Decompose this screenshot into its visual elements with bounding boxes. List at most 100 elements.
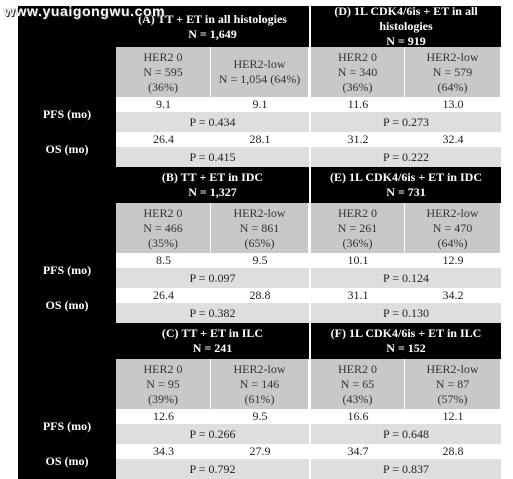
- os-value: 31.1: [309, 288, 405, 303]
- group-n: N = 65: [340, 376, 375, 391]
- group-n: N = 1,054 (64%): [218, 72, 301, 86]
- group-pct: (64%): [437, 79, 468, 94]
- group-pct: (36%): [342, 79, 373, 94]
- group-n: N = 861: [239, 220, 280, 235]
- os-value: 28.8: [405, 444, 501, 459]
- group-pct: (43%): [342, 391, 373, 406]
- group-label: HER2-low: [233, 205, 286, 220]
- section-e-header: (E) 1L CDK4/6is + ET in IDC N = 731: [309, 167, 501, 203]
- os-value: 28.8: [211, 288, 309, 303]
- pfs-value: 12.1: [405, 409, 501, 424]
- group-n: N = 470: [432, 220, 473, 235]
- section-e-n: N = 731: [386, 185, 426, 199]
- pfs-p-value: P = 0.266: [116, 424, 309, 444]
- section-b-header: (B) TT + ET in IDC N = 1,327: [116, 167, 309, 203]
- section-c-her2-0: HER2 0 N = 95 (39%): [116, 359, 211, 409]
- group-label: HER2-low: [233, 57, 286, 71]
- section-a-title: (A) TT + ET in all histologies: [138, 11, 287, 26]
- pfs-p-value: P = 0.434: [116, 112, 309, 132]
- os-value: 34.3: [116, 444, 211, 459]
- group-pct: (35%): [148, 235, 178, 250]
- group-label: HER2 0: [143, 49, 183, 64]
- group-label: HER2 0: [143, 361, 183, 376]
- os-p-value: P = 0.382: [116, 303, 309, 323]
- group-pct: (36%): [342, 235, 373, 250]
- section-c-title: (C) TT + ET in ILC: [161, 326, 264, 340]
- group-n: N = 595: [143, 64, 183, 79]
- os-p-value: P = 0.415: [116, 147, 309, 167]
- group-label: HER2 0: [143, 205, 183, 220]
- pfs-value: 8.5: [116, 253, 211, 268]
- group-pct: (36%): [148, 79, 178, 94]
- section-a-header: (A) TT + ET in all histologies N = 1,649: [116, 6, 309, 47]
- os-p-value: P = 0.130: [309, 303, 501, 323]
- group-n: N = 340: [337, 64, 378, 79]
- pfs-value: 13.0: [405, 97, 501, 112]
- section-b-title: (B) TT + ET in IDC: [161, 170, 264, 184]
- pfs-value: 12.6: [116, 409, 211, 424]
- section-a-her2-low: HER2-low N = 1,054 (64%): [211, 47, 309, 97]
- os-value: 34.2: [405, 288, 501, 303]
- group-label: HER2-low: [426, 49, 479, 64]
- group-label: HER2-low: [233, 361, 286, 376]
- section-d-her2-0: HER2 0 N = 340 (36%): [309, 47, 405, 97]
- group-pct: (64%): [437, 235, 468, 250]
- section-a-n: N = 1,649: [188, 26, 237, 41]
- pfs-value: 10.1: [309, 253, 405, 268]
- group-n: N = 87: [435, 376, 470, 391]
- section-d-n: N = 919: [386, 34, 426, 48]
- watermark-text: www.yuaigongwu.com: [4, 3, 166, 19]
- section-d-her2-low: HER2-low N = 579 (64%): [405, 47, 501, 97]
- section-d-header: (D) 1L CDK4/6is + ET in all histologies …: [309, 4, 501, 48]
- corner-cell: [18, 6, 116, 97]
- row-label-pfs: PFS (mo): [18, 409, 116, 444]
- group-n: N = 146: [239, 376, 280, 391]
- os-value: 26.4: [116, 132, 211, 147]
- pfs-p-value: P = 0.273: [309, 112, 501, 132]
- row-label-pfs: PFS (mo): [18, 97, 116, 132]
- os-value: 32.4: [405, 132, 501, 147]
- section-b-her2-0: HER2 0 N = 466 (35%): [116, 203, 211, 253]
- section-f-header: (F) 1L CDK4/6is + ET in ILC N = 152: [309, 323, 501, 359]
- group-pct: (39%): [148, 391, 178, 406]
- section-f-title: (F) 1L CDK4/6is + ET in ILC: [330, 326, 482, 340]
- os-p-value: P = 0.837: [309, 459, 501, 479]
- corner-cell: [18, 167, 116, 253]
- os-value: 26.4: [116, 288, 211, 303]
- pfs-value: 11.6: [309, 97, 405, 112]
- os-p-value: P = 0.792: [116, 459, 309, 479]
- group-pct: (61%): [244, 391, 275, 406]
- pfs-p-value: P = 0.648: [309, 424, 501, 444]
- os-value: 27.9: [211, 444, 309, 459]
- section-f-her2-low: HER2-low N = 87 (57%): [405, 359, 501, 409]
- pfs-value: 12.9: [405, 253, 501, 268]
- pfs-value: 9.5: [211, 409, 309, 424]
- os-value: 28.1: [211, 132, 309, 147]
- row-label-os: OS (mo): [18, 132, 116, 167]
- group-label: HER2 0: [338, 205, 377, 220]
- group-n: N = 466: [143, 220, 183, 235]
- group-label: HER2-low: [426, 361, 479, 376]
- pfs-value: 9.5: [211, 253, 309, 268]
- group-label: HER2 0: [338, 49, 377, 64]
- section-f-her2-0: HER2 0 N = 65 (43%): [309, 359, 405, 409]
- row-label-os: OS (mo): [18, 288, 116, 323]
- section-f-n: N = 152: [386, 341, 426, 355]
- pfs-value: 9.1: [116, 97, 211, 112]
- section-a-her2-0: HER2 0 N = 595 (36%): [116, 47, 211, 97]
- group-n: N = 261: [337, 220, 378, 235]
- group-n: N = 579: [432, 64, 473, 79]
- section-c-her2-low: HER2-low N = 146 (61%): [211, 359, 309, 409]
- pfs-value: 9.1: [211, 97, 309, 112]
- group-pct: (65%): [244, 235, 275, 250]
- corner-cell: [18, 323, 116, 409]
- os-value: 31.2: [309, 132, 405, 147]
- section-e-her2-low: HER2-low N = 470 (64%): [405, 203, 501, 253]
- row-label-pfs: PFS (mo): [18, 253, 116, 288]
- section-b-n: N = 1,327: [188, 185, 237, 199]
- group-n: N = 95: [146, 376, 180, 391]
- pfs-value: 16.6: [309, 409, 405, 424]
- group-label: HER2 0: [338, 361, 377, 376]
- section-b-her2-low: HER2-low N = 861 (65%): [211, 203, 309, 253]
- pfs-p-value: P = 0.124: [309, 268, 501, 288]
